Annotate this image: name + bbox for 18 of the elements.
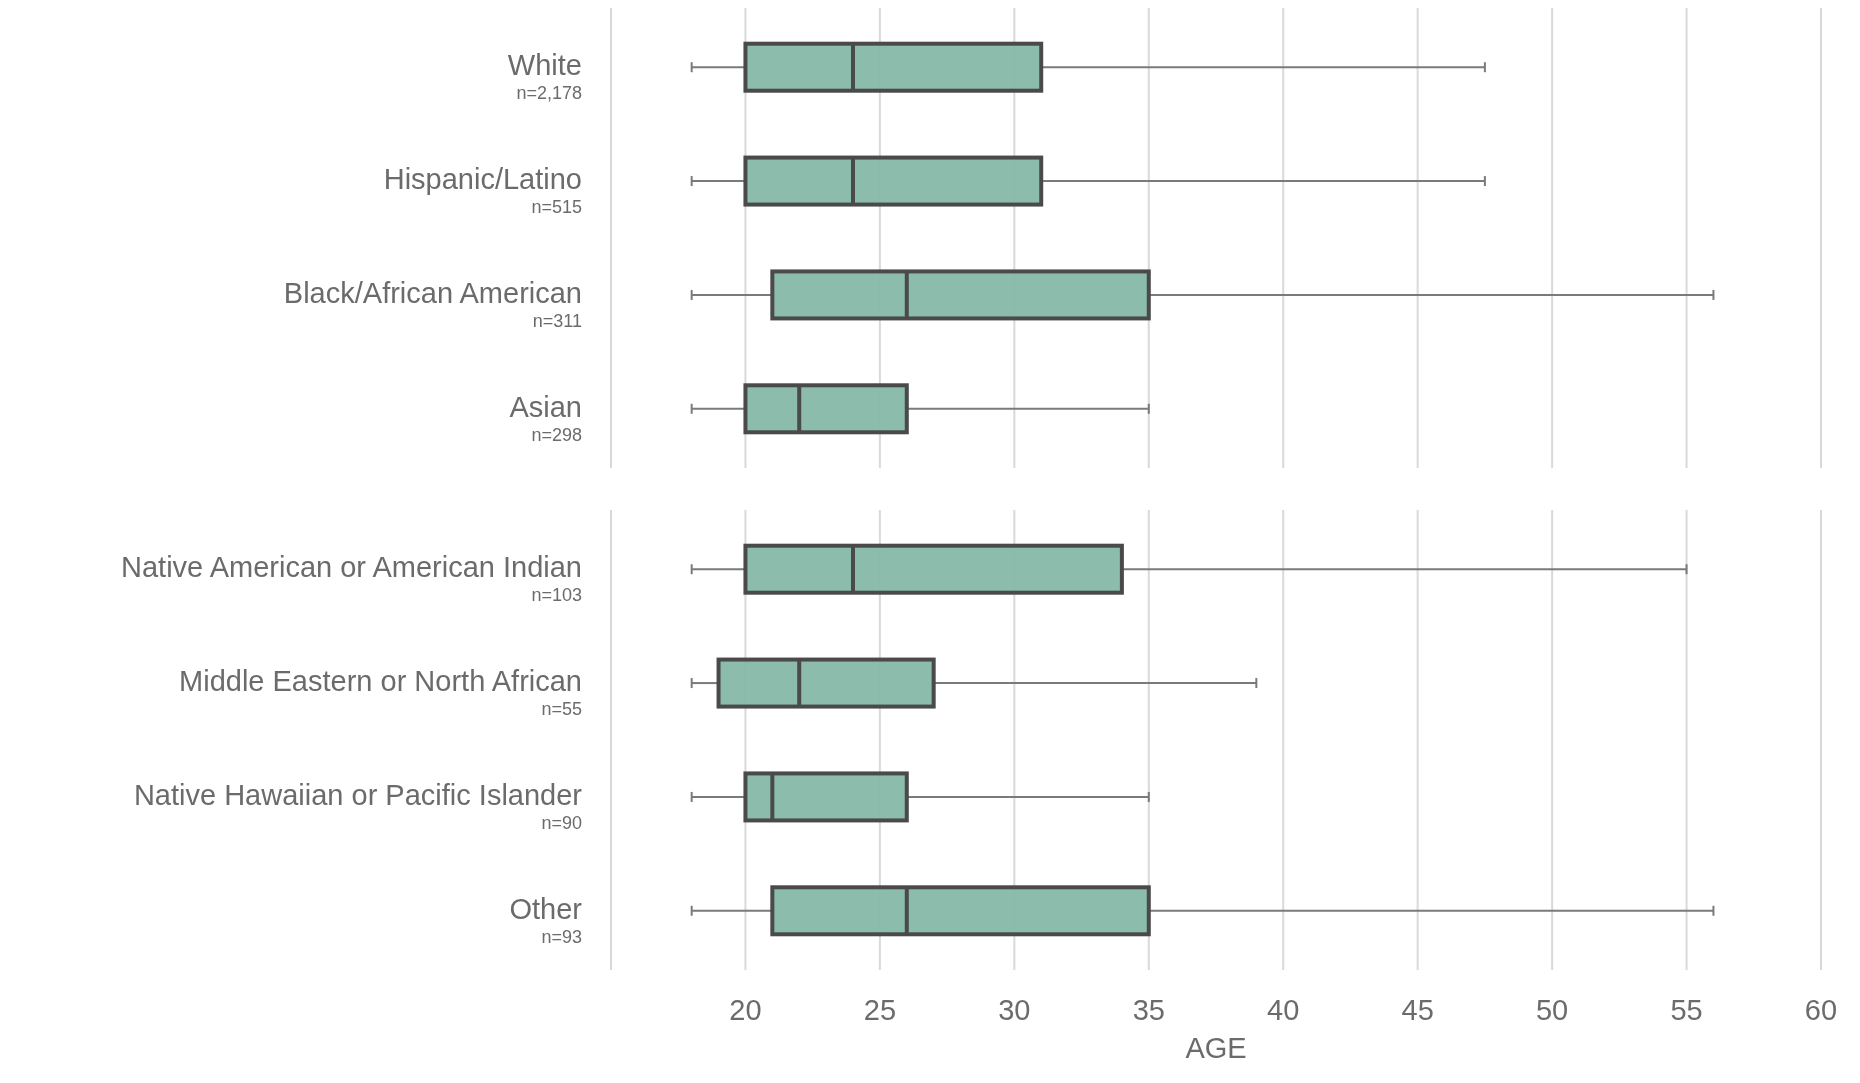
y-tick-label: Black/African American n=311	[283, 276, 582, 331]
y-tick-label: Middle Eastern or North African n=55	[179, 665, 582, 720]
y-tick-label: Native American or American Indian n=103	[121, 551, 582, 606]
x-tick-label: 35	[1132, 994, 1165, 1026]
x-tick-label: 60	[1804, 994, 1838, 1026]
x-tick-label: 50	[1535, 994, 1569, 1026]
x-tick-label: 40	[1267, 994, 1300, 1026]
x-tick-label: 20	[729, 994, 762, 1026]
x-axis-title: AGE	[1185, 1032, 1247, 1064]
y-tick-label: Native Hawaiian or Pacific Islander n=90	[133, 778, 583, 833]
y-tick-label: Hispanic/Latino n=515	[383, 163, 582, 218]
x-tick-label: 55	[1670, 994, 1703, 1026]
y-tick-label: Asian n=298	[509, 390, 582, 445]
y-tick-label: White n=2,178	[507, 49, 582, 104]
x-tick-label: 30	[998, 994, 1031, 1026]
x-tick-label: 25	[863, 994, 897, 1026]
x-tick-label: 45	[1401, 994, 1434, 1026]
y-tick-label: Other n=93	[509, 892, 583, 947]
